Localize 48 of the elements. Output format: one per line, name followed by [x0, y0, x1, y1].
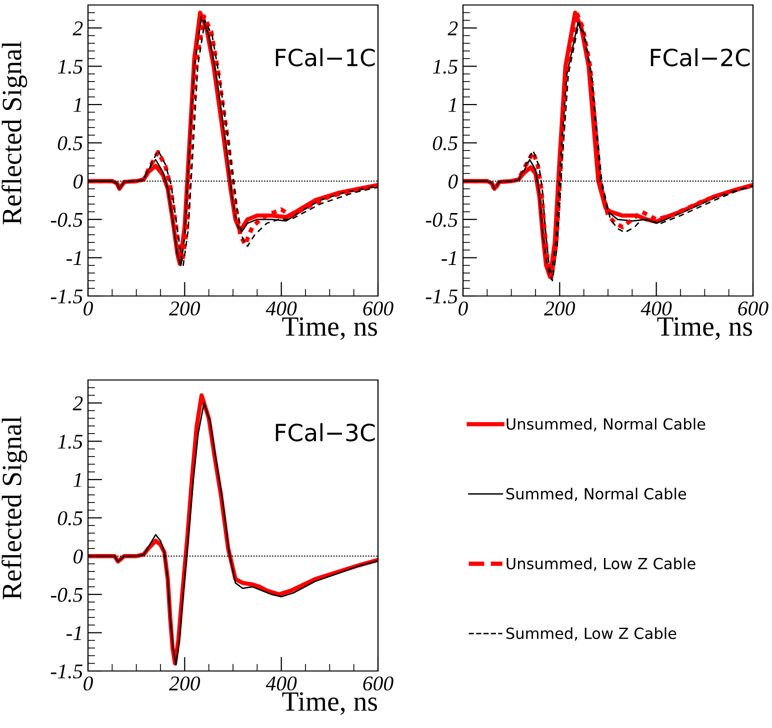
y-tick-label: -0.5	[50, 588, 83, 602]
legend-label: Unsummed, Low Z Cable	[506, 558, 696, 571]
y-tick-label: 0.5	[58, 136, 83, 150]
y-tick-label: 0	[448, 174, 458, 189]
y-tick-label: -1.5	[50, 289, 83, 304]
x-tick-label: 0	[84, 301, 93, 316]
y-tick-label: 1	[448, 98, 456, 112]
x-tick-label: 400	[640, 301, 672, 316]
x-tick-label: 200	[169, 676, 200, 691]
y-tick-label: 0	[74, 174, 83, 189]
y-axis-title: Reflected Signal	[2, 41, 28, 224]
annotation: FCal−1C	[276, 48, 375, 66]
y-tick-label: -1	[442, 251, 456, 265]
y-tick-label: 0	[74, 550, 83, 564]
legend-label: Summed, Low Z Cable	[506, 627, 676, 641]
y-axis-title: Reflected Signal	[2, 416, 28, 600]
y-tick-label: 1	[73, 473, 81, 487]
y-tick-label: 2	[72, 21, 83, 36]
x-tick-label: 0	[84, 676, 93, 691]
y-tick-label: 1.5	[58, 60, 83, 74]
y-tick-label: 0.5	[58, 511, 83, 526]
y-tick-label: 2	[448, 21, 458, 36]
y-tick-label: -1.5	[426, 289, 458, 304]
x-axis-title: Time, ns	[657, 317, 752, 340]
y-tick-label: -1.5	[50, 664, 83, 679]
y-tick-label: -1	[66, 251, 81, 265]
x-axis-title: Time, ns	[282, 692, 377, 715]
x-tick-label: 200	[169, 301, 200, 316]
x-axis-title: Time, ns	[282, 317, 377, 340]
x-tick-label: 600	[363, 676, 394, 691]
y-tick-label: 1.5	[58, 434, 83, 449]
y-tick-label: 0.5	[432, 136, 458, 150]
annotation: FCal−3C	[276, 423, 375, 442]
legend-label: Summed, Normal Cable	[506, 488, 686, 502]
y-tick-label: -1	[66, 626, 81, 640]
x-tick-label: 400	[266, 301, 297, 316]
annotation: FCal−2C	[650, 48, 750, 66]
x-tick-label: 600	[363, 301, 394, 316]
x-tick-label: 0	[458, 301, 468, 316]
x-tick-label: 400	[266, 676, 297, 691]
y-tick-label: 2	[72, 396, 83, 410]
legend-label: Unsummed, Normal Cable	[506, 418, 706, 432]
x-tick-label: 600	[738, 301, 768, 316]
x-tick-label: 200	[544, 301, 576, 316]
y-tick-label: -0.5	[426, 212, 458, 227]
y-tick-label: -0.5	[50, 212, 83, 227]
y-tick-label: 1.5	[432, 60, 458, 74]
y-tick-label: 1	[73, 98, 81, 112]
